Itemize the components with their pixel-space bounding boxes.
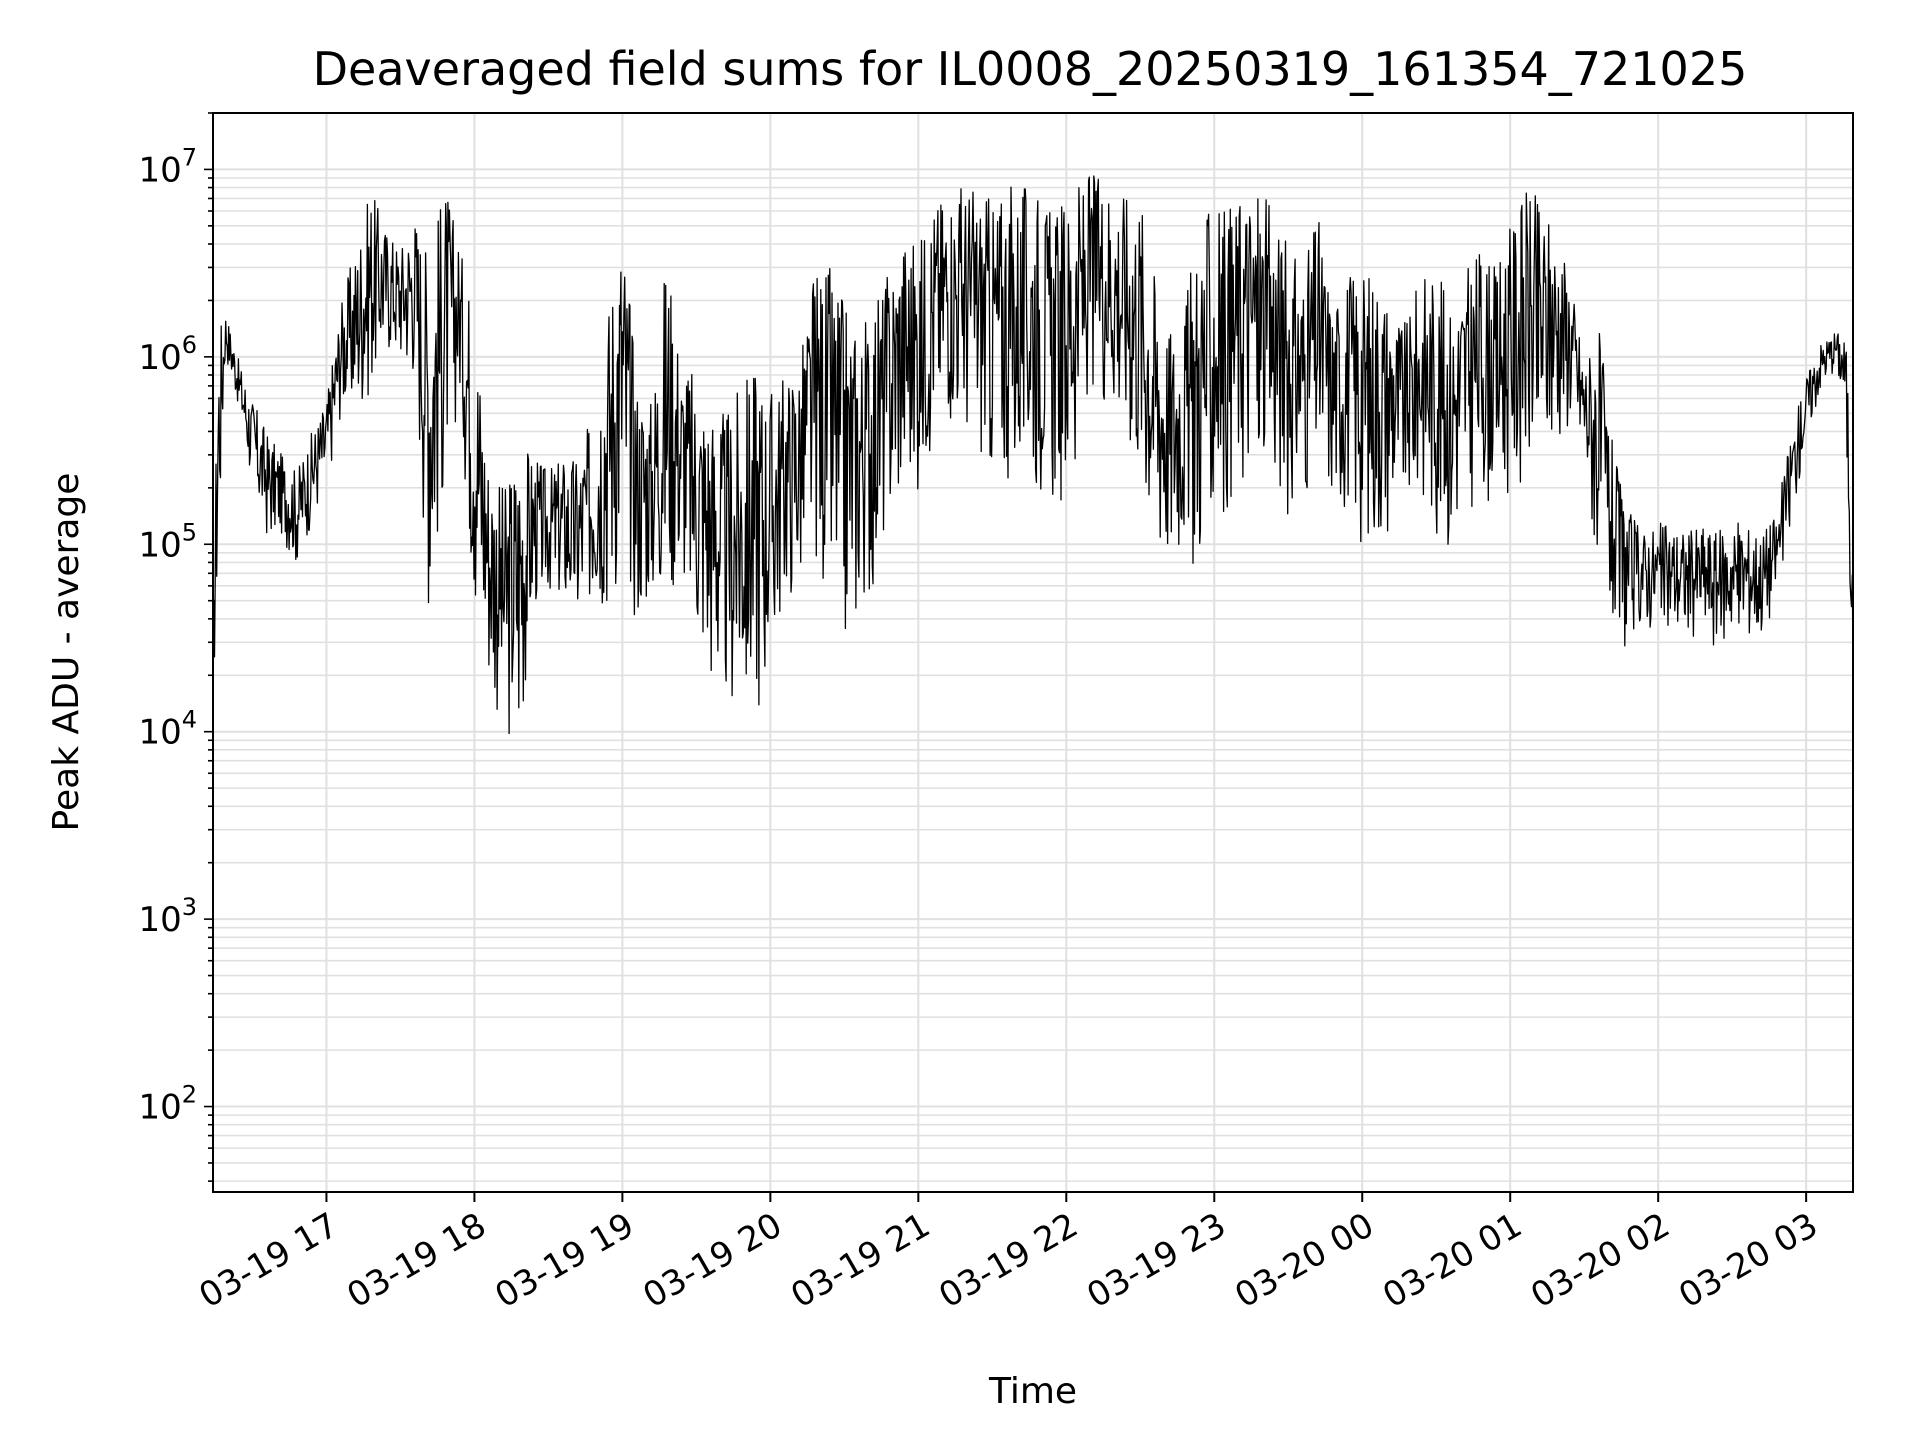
plot-frame <box>212 112 1854 1193</box>
y-tick-label: 105 <box>138 518 197 565</box>
y-axis-label: Peak ADU - average <box>46 473 87 832</box>
x-tick-label: 03-20 03 <box>1672 1205 1824 1316</box>
x-tick-label: 03-20 00 <box>1228 1205 1380 1316</box>
x-tick-label: 03-20 01 <box>1376 1205 1528 1316</box>
y-tick-label: 103 <box>138 893 197 940</box>
y-axis: 102 103 104 105 106 107 <box>138 112 213 1182</box>
x-tick-label: 03-19 18 <box>341 1205 493 1316</box>
x-tick-label: 03-19 20 <box>636 1205 788 1316</box>
data-series-group <box>212 175 1854 735</box>
chart-title: Deaveraged field sums for IL0008_2025031… <box>313 42 1748 96</box>
x-tick-label: 03-19 19 <box>488 1205 640 1316</box>
series-line <box>212 175 1854 735</box>
x-tick-label: 03-20 02 <box>1524 1205 1676 1316</box>
y-tick-label: 106 <box>138 331 197 378</box>
x-axis-label: Time <box>988 1371 1077 1412</box>
x-tick-label: 03-19 22 <box>932 1205 1084 1316</box>
y-tick-label: 104 <box>138 706 197 753</box>
x-tick-label: 03-19 23 <box>1080 1205 1232 1316</box>
x-tick-label: 03-19 21 <box>784 1205 936 1316</box>
y-tick-label: 107 <box>138 143 197 190</box>
y-tick-label: 102 <box>138 1081 197 1128</box>
x-tick-label: 03-19 17 <box>193 1205 345 1316</box>
